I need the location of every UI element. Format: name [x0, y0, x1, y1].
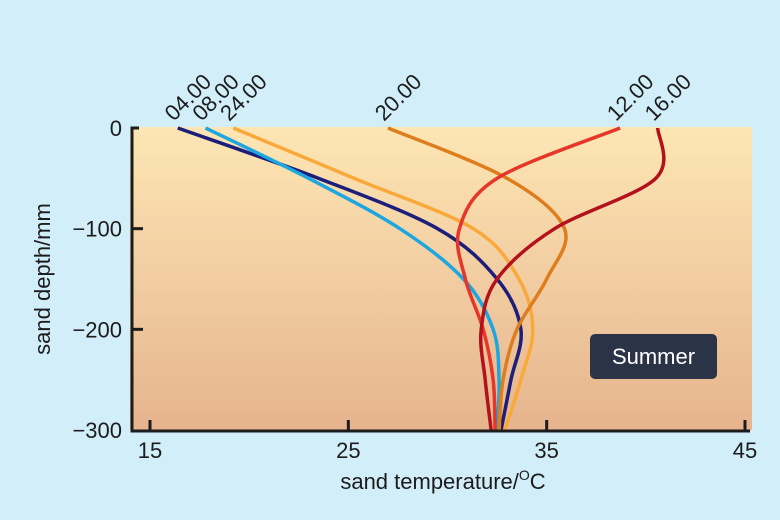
x-tick-label: 35	[534, 438, 558, 463]
x-tick-label: 15	[138, 438, 162, 463]
curve-1200	[455, 126, 621, 431]
curve-2000	[387, 126, 568, 431]
season-badge: Summer	[590, 334, 717, 379]
ticks-group: 15 25 35 45 0 −100 −200 −300	[72, 116, 757, 463]
y-tick-label: −100	[72, 217, 122, 242]
axes	[130, 126, 750, 433]
x-tick-label: 45	[733, 438, 757, 463]
x-axis-title: sand temperature/OC	[340, 467, 545, 494]
curve-2400	[232, 126, 535, 431]
y-axis-line	[130, 126, 750, 433]
plot-area	[130, 127, 752, 430]
curve-label-2000: 20.00	[370, 69, 427, 126]
curve-1600	[479, 127, 666, 431]
x-tick-label: 25	[336, 438, 360, 463]
y-axis-title: sand depth/mm	[30, 203, 55, 355]
y-tick-label: −300	[72, 418, 122, 443]
y-tick-label: 0	[110, 116, 122, 141]
curve-0800	[204, 126, 501, 431]
degree-sup: O	[519, 467, 530, 483]
y-tick-label: −200	[72, 317, 122, 342]
curves-group	[177, 126, 666, 431]
